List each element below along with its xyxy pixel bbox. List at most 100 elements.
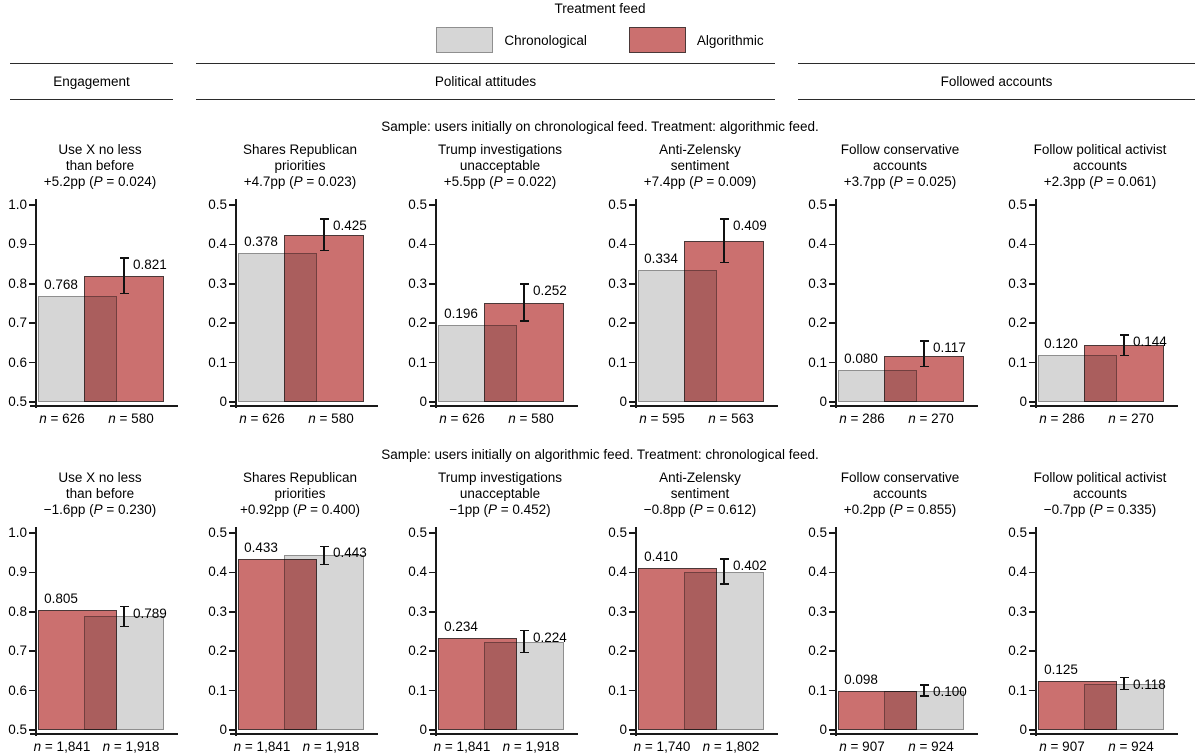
y-tick-label: 0.6	[8, 682, 27, 698]
panel-effect-line: +2.3pp (P = 0.061)	[1043, 174, 1157, 189]
n-row: n = 626 n = 580	[436, 411, 571, 427]
n-label: n = 1,841	[433, 739, 491, 754]
y-tick	[29, 243, 35, 246]
x-axis	[30, 733, 178, 735]
y-tick	[629, 204, 635, 206]
y-tick	[229, 322, 235, 324]
legend-label-chronological: Chronological	[504, 32, 587, 48]
y-tick-label: 0	[419, 722, 427, 737]
panel-title-line: than before	[65, 486, 135, 501]
bar-chronological	[484, 641, 564, 730]
y-tick-label: 0.8	[8, 603, 27, 619]
panel-title-line: Shares Republican	[242, 470, 358, 485]
y-tick	[829, 729, 835, 731]
panels-row-2: Use X no less than before −1.6pp (P = 0.23…	[0, 470, 1200, 755]
n-label: n = 1,918	[502, 739, 560, 754]
y-tick-label: 0	[219, 394, 227, 409]
section-label: Political attitudes	[434, 74, 537, 89]
n-label: n = 1,802	[702, 739, 760, 754]
panel-title-line: Use X no less	[58, 470, 142, 485]
error-bar-cap	[119, 625, 129, 628]
legend-swatch-chronological	[436, 27, 494, 53]
y-tick	[29, 689, 35, 692]
y-tick	[829, 532, 835, 534]
error-bar	[1123, 677, 1125, 690]
panel-title-line: unacceptable	[459, 486, 541, 501]
y-tick-label: 0	[1019, 394, 1027, 409]
n-label: n = 1,740	[633, 739, 691, 754]
y-tick-label: 0.9	[8, 564, 27, 580]
panel-title-line: than before	[65, 158, 135, 173]
n-row: n = 626 n = 580	[36, 411, 171, 427]
error-bar-cap	[519, 320, 529, 322]
panel-effect-line: +5.5pp (P = 0.022)	[443, 174, 557, 189]
y-tick-label: 0.5	[8, 722, 27, 737]
y-tick	[1029, 729, 1035, 731]
n-label: n = 580	[508, 411, 554, 426]
chart-panel-r1-c5: Follow conservative accounts +3.7pp (P = 0…	[800, 142, 1000, 427]
y-tick-label: 0.2	[208, 643, 227, 659]
x-axis	[630, 733, 778, 735]
n-label: n = 907	[1039, 739, 1085, 754]
value-label: 0.433	[244, 540, 278, 556]
sample-note-row1: Sample: users initially on chronological…	[381, 119, 819, 134]
panel-title-line: accounts	[1072, 158, 1128, 173]
y-axis	[235, 527, 237, 736]
y-axis	[435, 199, 437, 408]
panel-title-line: accounts	[872, 486, 928, 501]
n-label: n = 595	[639, 411, 685, 426]
y-tick	[29, 322, 35, 324]
error-bar-cap	[119, 292, 129, 294]
y-tick-label: 0.1	[808, 354, 827, 370]
x-axis	[430, 405, 578, 407]
y-tick-label: 0.5	[1008, 525, 1027, 540]
y-tick-label: 0.1	[808, 682, 827, 698]
y-axis	[635, 199, 637, 408]
plot-area: 0.5 0.4 0.3 0.2 0.1 0 0.080 0.117	[808, 197, 978, 409]
y-tick-label: 0.3	[208, 275, 227, 291]
y-tick-label: 0.9	[8, 236, 27, 252]
panel-title-line: Follow conservative	[840, 142, 960, 157]
panel-effect-line: +5.2pp (P = 0.024)	[43, 174, 157, 189]
n-row: n = 907 n = 924	[836, 739, 971, 755]
y-tick-label: 0.6	[8, 354, 27, 370]
bar-chronological	[884, 690, 964, 730]
panel-title-line: accounts	[1072, 486, 1128, 501]
x-axis	[1030, 405, 1178, 407]
y-tick	[29, 204, 35, 206]
y-tick	[629, 361, 635, 364]
error-bar-cap	[519, 283, 529, 285]
y-axis	[235, 199, 237, 408]
y-tick-label: 0.2	[408, 643, 427, 659]
panel-title: Shares Republican priorities +4.7pp (P = 0…	[200, 142, 400, 190]
n-row: n = 595 n = 563	[636, 411, 771, 427]
value-label: 0.120	[1044, 335, 1078, 351]
value-label: 0.117	[933, 339, 966, 355]
panel-effect-line: −0.8pp (P = 0.612)	[643, 502, 757, 517]
error-bar-cap	[919, 365, 929, 368]
error-bar	[123, 606, 125, 627]
value-label: 0.768	[44, 277, 78, 293]
bar-chronological	[684, 571, 764, 730]
panel-title-line: Anti-Zelensky	[659, 142, 741, 157]
y-tick	[229, 611, 235, 613]
value-label: 0.409	[733, 218, 767, 234]
n-row: n = 286 n = 270	[1036, 411, 1171, 427]
y-tick	[29, 361, 35, 364]
y-tick	[1029, 322, 1035, 324]
y-tick-label: 0.2	[808, 643, 827, 659]
y-tick	[829, 322, 835, 324]
panel-effect-line: −1pp (P = 0.452)	[449, 502, 551, 517]
n-row: n = 626 n = 580	[236, 411, 371, 427]
y-tick-label: 0.2	[408, 315, 427, 331]
sample-note-row2: Sample: users initially on algorithmic f…	[381, 447, 819, 462]
error-bar	[923, 340, 925, 367]
y-tick-label: 0.8	[8, 275, 27, 291]
y-tick	[229, 283, 235, 285]
y-tick	[629, 401, 635, 403]
panels-row-1: Use X no less than before +5.2pp (P = 0.02…	[0, 142, 1200, 427]
panel-title-line: Follow conservative	[840, 470, 960, 485]
plot-area: 1.0 0.9 0.8 0.7 0.6 0.5 0.768 0.821	[8, 197, 178, 409]
panel-title-line: Use X no less	[58, 142, 142, 157]
